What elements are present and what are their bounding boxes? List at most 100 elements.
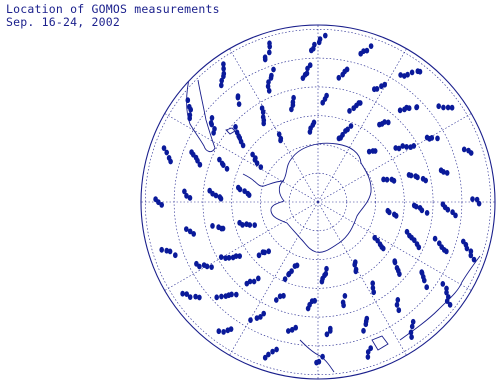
measurement-point (244, 280, 250, 287)
measurement-point (449, 104, 455, 111)
measurement-point (242, 188, 247, 195)
measurement-point (189, 149, 194, 156)
measurement-point (370, 280, 376, 287)
measurement-point (396, 145, 402, 152)
measurement-point (424, 284, 430, 291)
measurement-point (393, 212, 399, 219)
measurement-point (384, 176, 390, 183)
measurement-point (424, 210, 430, 216)
measurement-point (234, 129, 240, 136)
meridian-line (317, 201, 480, 296)
measurement-point (187, 228, 193, 235)
measurement-point (468, 150, 474, 156)
globe-outline (140, 24, 496, 380)
measurement-point (374, 86, 380, 92)
measurement-point (286, 271, 291, 278)
measurement-point (365, 349, 371, 355)
measurement-point (470, 196, 475, 203)
measurement-point (396, 307, 402, 314)
measurement-point (173, 252, 178, 259)
measurement-point (259, 105, 265, 112)
measurement-point (468, 248, 474, 255)
measurement-point (267, 49, 272, 56)
meridian-line (224, 201, 319, 364)
measurement-point (366, 148, 372, 155)
measurement-point (217, 156, 222, 163)
measurement-point (237, 253, 242, 259)
falkland-islands (225, 127, 236, 135)
measurement-point (281, 292, 286, 299)
measurement-point (207, 187, 212, 194)
measurement-point (441, 104, 446, 111)
measurement-point (409, 334, 414, 340)
measurement-point (219, 82, 224, 89)
measurement-point (225, 327, 231, 334)
measurement-point (398, 72, 403, 78)
measurement-point (409, 323, 415, 330)
measurement-point (153, 196, 158, 203)
measurement-point (180, 290, 185, 297)
measurement-point (252, 222, 257, 229)
measurement-point (441, 169, 446, 175)
latitude-circle (260, 144, 376, 260)
measurement-point (324, 92, 329, 99)
measurement-point (224, 165, 230, 172)
measurement-point (265, 83, 271, 90)
measurement-point (397, 107, 403, 114)
measurement-point (266, 351, 271, 358)
measurement-point (184, 291, 189, 297)
measurement-point (422, 277, 427, 284)
latitude-circle (288, 172, 348, 232)
measurement-point (415, 174, 420, 181)
measurement-point (235, 93, 241, 99)
measurement-point (444, 170, 450, 176)
measurement-point (468, 252, 474, 259)
measurement-point (226, 254, 232, 261)
meridian-line (224, 40, 319, 203)
meridian-line (156, 201, 319, 296)
measurement-point (233, 124, 238, 130)
measurement-point (409, 69, 415, 76)
measurement-point (191, 231, 196, 237)
meridian-line (156, 108, 319, 203)
measurement-point (328, 328, 333, 334)
measurement-point (419, 207, 425, 214)
measurement-point (411, 143, 417, 149)
measurement-point (408, 172, 414, 179)
measurement-point (311, 119, 317, 126)
measurement-point (412, 237, 417, 244)
measurement-point (319, 278, 325, 285)
measurement-point (444, 248, 449, 255)
measurement-point (236, 101, 242, 107)
measurement-point (286, 328, 291, 334)
measurement-point (304, 70, 310, 77)
tasmania (371, 335, 389, 351)
australia-coast (399, 255, 481, 341)
measurement-point (253, 155, 258, 162)
measurement-point (261, 310, 267, 317)
measurement-point (282, 276, 288, 282)
measurement-point (214, 294, 219, 301)
measurement-point (270, 348, 275, 355)
measurement-point (221, 65, 226, 72)
measurement-point (248, 317, 253, 323)
measurement-point (365, 354, 371, 360)
measurement-point (347, 108, 352, 114)
measurement-point (291, 94, 296, 101)
measurement-point (341, 302, 346, 309)
antarctica-coastline (270, 142, 372, 253)
measurement-point (429, 135, 435, 141)
measurement-point (382, 119, 387, 125)
measurement-point (471, 256, 477, 263)
measurement-point (372, 148, 378, 154)
measurement-point (212, 125, 217, 132)
measurement-points (153, 32, 482, 366)
measurement-point (197, 294, 202, 301)
measurement-point (453, 212, 458, 219)
measurement-point (394, 301, 400, 308)
measurement-point (344, 66, 350, 73)
measurement-point (342, 293, 348, 299)
measurement-point (314, 359, 319, 366)
measurement-point (423, 177, 429, 184)
measurement-point (352, 261, 358, 268)
